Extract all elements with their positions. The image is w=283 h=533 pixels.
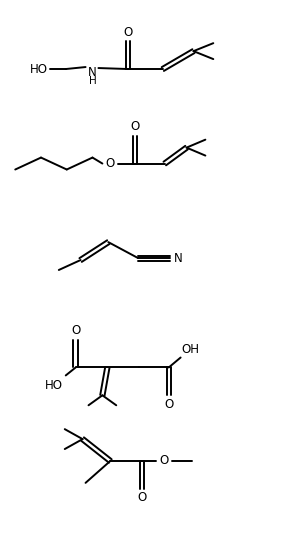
Text: O: O <box>164 398 173 411</box>
Text: O: O <box>123 26 133 39</box>
Text: N: N <box>174 252 183 264</box>
Text: HO: HO <box>45 379 63 392</box>
Text: HO: HO <box>30 62 48 76</box>
Text: O: O <box>137 491 147 504</box>
Text: O: O <box>106 157 115 170</box>
Text: H: H <box>89 76 96 86</box>
Text: OH: OH <box>181 343 200 356</box>
Text: N: N <box>88 66 97 78</box>
Text: O: O <box>159 455 168 467</box>
Text: O: O <box>71 324 80 337</box>
Text: O: O <box>130 120 140 133</box>
